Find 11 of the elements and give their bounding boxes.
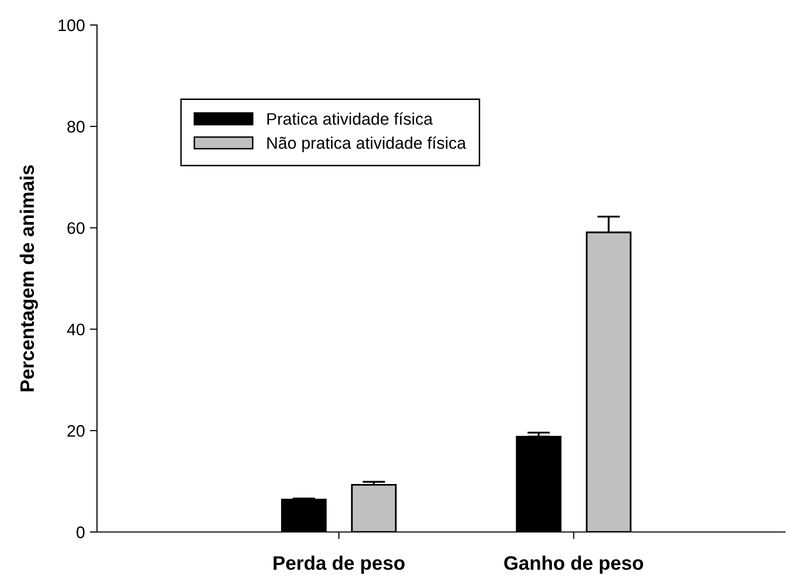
y-tick-label: 0 — [76, 526, 85, 538]
y-tick-label: 60 — [68, 222, 85, 234]
x-tick-label: Ganho de peso — [504, 556, 644, 574]
y-tick-label: 100 — [58, 19, 85, 32]
x-tick-label: Perda de peso — [274, 556, 405, 574]
y-tick-label: 80 — [67, 120, 85, 133]
legend-label: Não pratica atividade física — [267, 136, 466, 152]
legend-label: Pratica atividade física — [267, 112, 433, 125]
y-tick-label: 40 — [67, 324, 85, 336]
y-tick-label: 20 — [67, 425, 85, 437]
y-axis-title: Percentagem de animais — [20, 165, 38, 392]
